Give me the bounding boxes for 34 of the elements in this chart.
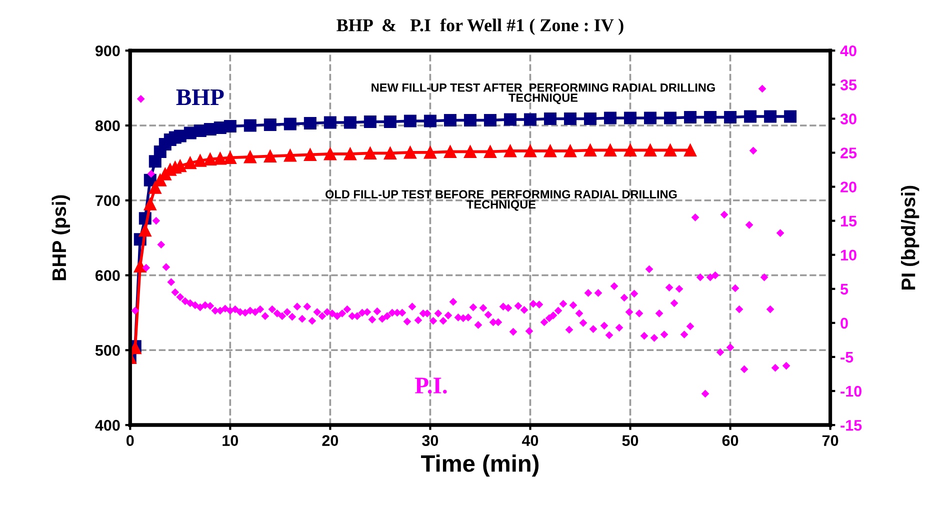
y-tick-label: 700 xyxy=(96,195,120,206)
series-label: BHP xyxy=(176,89,224,106)
y-tick-label: 500 xyxy=(95,345,120,356)
y2-tick-label: 0 xyxy=(840,318,848,329)
x-tick-label: 40 xyxy=(522,435,538,446)
annotation: OLD FILL-UP TEST BEFORE PERFORMING RADIAL DRILLING TECHNIQUE xyxy=(326,190,677,211)
x-tick-label: 70 xyxy=(822,435,838,446)
y-tick-label: 800 xyxy=(95,120,120,132)
y2-tick-label: -15 xyxy=(840,420,862,431)
x-tick-label: 0 xyxy=(126,435,134,446)
y2-tick-label: 30 xyxy=(840,114,856,124)
x-tick-label: 30 xyxy=(422,435,438,446)
x-tick-label: 20 xyxy=(322,435,338,446)
y2-tick-label: 35 xyxy=(840,80,857,90)
text: P.I. xyxy=(414,378,447,394)
y2-tick-label: 15 xyxy=(840,216,857,226)
chart-title: BHP & P.I for Well #1 ( Zone : IV ) xyxy=(336,18,624,35)
y2-tick-label: 25 xyxy=(840,148,857,158)
y-tick-label: 400 xyxy=(95,420,120,431)
y2-tick-label: 10 xyxy=(840,250,856,261)
x-tick-label: 50 xyxy=(622,435,638,446)
y2-tick-label: 40 xyxy=(840,45,856,56)
x-tick-label: 60 xyxy=(722,435,738,446)
x-tick-label: 10 xyxy=(222,435,238,446)
y2-tick-label: 5 xyxy=(840,284,848,295)
y2-tick-label: -5 xyxy=(840,352,854,363)
y2-tick-label: -10 xyxy=(840,386,862,397)
y-tick-label: 600 xyxy=(96,270,120,281)
y2-axis-title: PI (bpd/psi) xyxy=(900,186,920,290)
y-tick-label: 900 xyxy=(95,45,120,56)
y-axis-title: BHP (psi) xyxy=(52,195,70,280)
x-axis-title: Time (min) xyxy=(421,454,539,477)
annotation: NEW FILL-UP TEST AFTER PERFORMING RADIAL DRILLING TECHNIQUE xyxy=(372,83,715,104)
y2-tick-label: 20 xyxy=(840,182,856,192)
